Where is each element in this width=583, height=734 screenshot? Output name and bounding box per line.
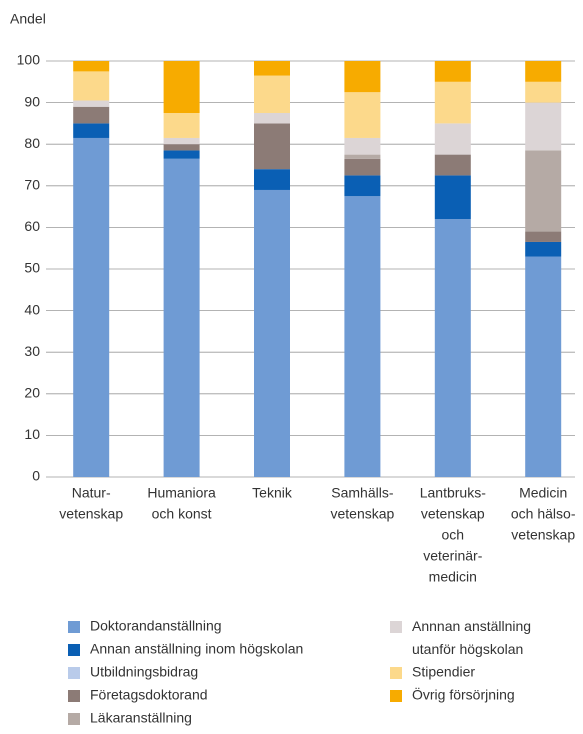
bar-segment bbox=[525, 150, 562, 232]
x-tick-label: veterinär- bbox=[423, 548, 482, 564]
bar-segment bbox=[163, 158, 200, 477]
bar-segment bbox=[163, 144, 200, 151]
bar-segment bbox=[344, 158, 381, 176]
x-tick-label: vetenskap bbox=[330, 506, 394, 522]
bar-segment bbox=[344, 61, 381, 93]
bar-segment bbox=[254, 61, 290, 76]
bar-segment bbox=[254, 169, 290, 190]
bar-segment bbox=[73, 100, 110, 107]
bar-segment bbox=[254, 75, 290, 113]
x-tick-label: Humaniora bbox=[147, 485, 216, 501]
legend-label: Stipendier bbox=[412, 664, 475, 680]
y-tick-label: 40 bbox=[24, 301, 40, 317]
y-tick-label: 100 bbox=[17, 52, 41, 68]
legend-label: Läkaranställning bbox=[90, 710, 192, 726]
y-tick-label: 30 bbox=[24, 343, 40, 359]
bar-segment bbox=[525, 256, 562, 477]
legend-label: Utbildningsbidrag bbox=[90, 664, 198, 680]
bar-segment bbox=[434, 219, 471, 477]
legend-swatch bbox=[390, 621, 402, 633]
legend-label: Övrig försörjning bbox=[412, 686, 515, 703]
x-tick-label: Lantbruks- bbox=[420, 485, 486, 501]
bar-segment bbox=[73, 137, 110, 477]
bar-segment bbox=[525, 81, 562, 103]
bar-segment bbox=[344, 175, 381, 197]
bar-segment bbox=[163, 150, 200, 159]
y-tick-label: 80 bbox=[24, 135, 40, 151]
legend-label: Annan anställning inom högskolan bbox=[90, 641, 303, 657]
x-tick-label: Samhälls- bbox=[331, 485, 394, 501]
bar-segment bbox=[344, 196, 381, 477]
legend-swatch bbox=[68, 690, 80, 702]
y-tick-label: 50 bbox=[24, 260, 40, 276]
legend-swatch bbox=[390, 667, 402, 679]
x-tick-label: Medicin bbox=[519, 485, 567, 501]
bar-segment bbox=[434, 175, 471, 220]
bar-segment bbox=[525, 231, 562, 242]
bar-segment bbox=[344, 92, 381, 138]
y-tick-label: 60 bbox=[24, 218, 40, 234]
x-tick-label: och bbox=[442, 527, 465, 543]
legend-swatch bbox=[68, 713, 80, 725]
bar-segment bbox=[73, 123, 110, 138]
legend-swatch bbox=[68, 667, 80, 679]
x-tick-label: medicin bbox=[429, 569, 477, 585]
y-tick-label: 0 bbox=[32, 468, 40, 484]
bar-segment bbox=[525, 61, 562, 82]
bar-segment bbox=[434, 61, 471, 82]
legend-label: Företagsdoktorand bbox=[90, 687, 208, 703]
x-tick-label: och konst bbox=[152, 506, 212, 522]
legend-swatch bbox=[68, 644, 80, 656]
bar-segment bbox=[344, 137, 381, 155]
bar-segment bbox=[254, 123, 290, 170]
bar-segment bbox=[73, 61, 110, 72]
bar-segment bbox=[73, 71, 110, 101]
x-tick-label: vetenskap bbox=[59, 506, 123, 522]
bar-segment bbox=[434, 81, 471, 124]
x-tick-label: och hälso- bbox=[511, 506, 576, 522]
bar-segment bbox=[434, 154, 471, 176]
x-tick-label: vetenskap bbox=[421, 506, 485, 522]
legend-label: Annnan anställning utanför högskolan bbox=[412, 618, 535, 657]
legend-swatch bbox=[68, 621, 80, 633]
bar-segment bbox=[163, 61, 200, 113]
bar-segment bbox=[254, 113, 290, 124]
bar-segment bbox=[163, 137, 200, 145]
bar-segment bbox=[163, 113, 200, 138]
bar-segment bbox=[525, 241, 562, 257]
x-tick-label: Teknik bbox=[252, 485, 293, 501]
x-tick-label: Natur- bbox=[72, 485, 111, 501]
bar-segment bbox=[434, 123, 471, 155]
bar-segment bbox=[344, 154, 381, 159]
y-tick-label: 20 bbox=[24, 385, 40, 401]
y-tick-label: 90 bbox=[24, 93, 40, 109]
legend-swatch bbox=[390, 690, 402, 702]
bar-segment bbox=[73, 106, 110, 124]
bar-segment bbox=[254, 189, 290, 477]
bar-segment bbox=[525, 102, 562, 151]
x-tick-label: vetenskap bbox=[511, 527, 575, 543]
y-tick-label: 70 bbox=[24, 177, 40, 193]
legend-label: Doktorandanställning bbox=[90, 618, 222, 634]
y-tick-label: 10 bbox=[24, 426, 40, 442]
y-axis-label: Andel bbox=[10, 11, 46, 27]
